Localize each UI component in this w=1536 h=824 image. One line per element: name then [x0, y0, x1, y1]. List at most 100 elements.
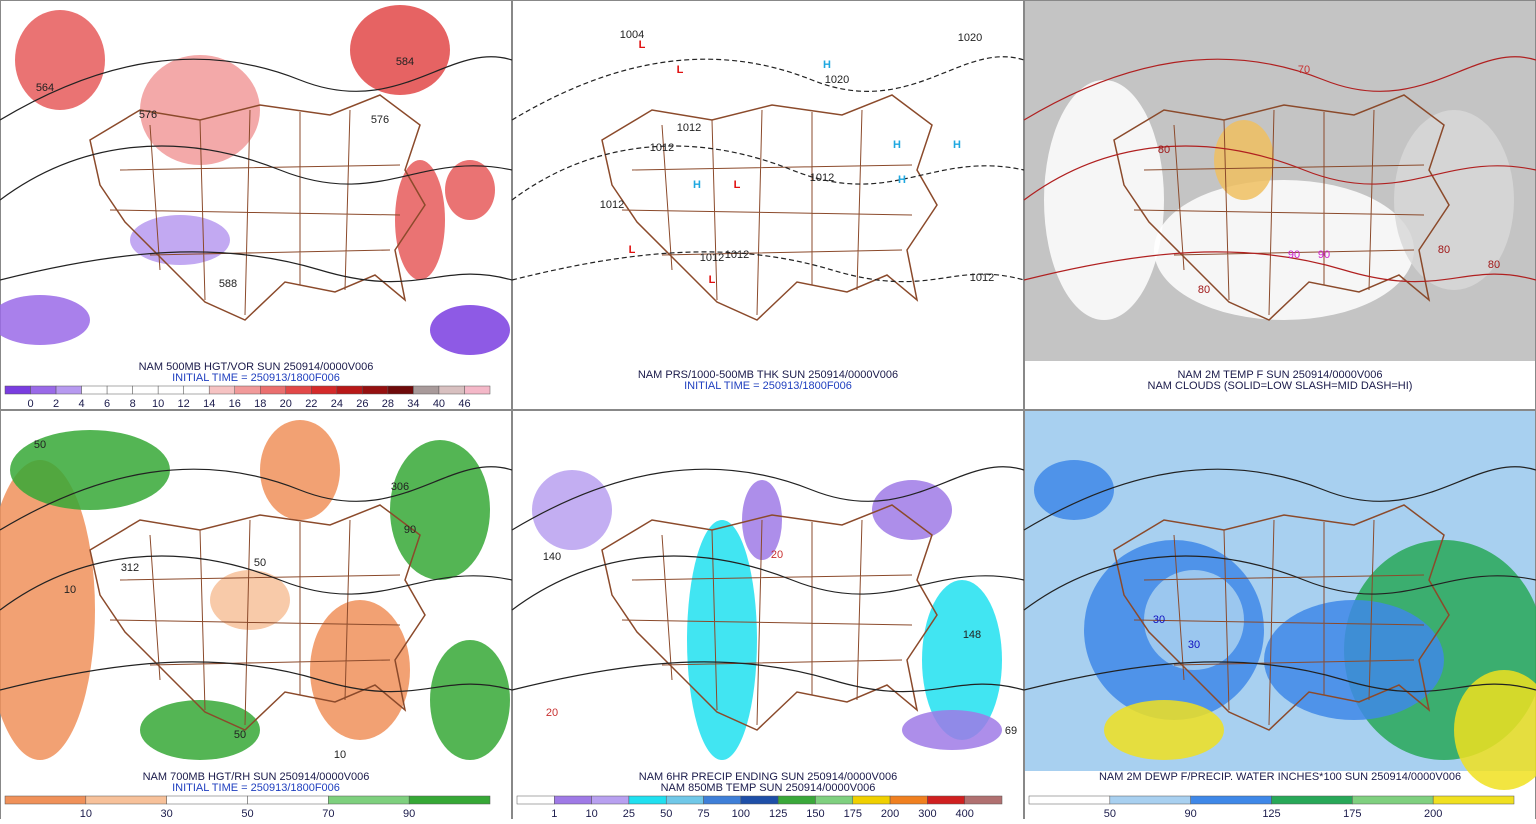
colorbar-label: 200 [1424, 808, 1442, 819]
map-label: 1012 [810, 172, 834, 184]
map-label: 576 [371, 114, 389, 126]
contour [0, 56, 513, 121]
colorbar-label: 40 [433, 398, 445, 410]
colorbar-label: 175 [844, 808, 862, 819]
map-label: 50 [234, 729, 246, 741]
state-lines [1133, 109, 1425, 316]
map-label: 1012 [650, 142, 674, 154]
map: 564 576 584 576 588 [0, 1, 513, 361]
colorbar-box [260, 385, 287, 395]
colorbar-box [740, 795, 779, 805]
contour [1023, 251, 1536, 283]
shaded-area [140, 55, 260, 165]
colorbar-box [852, 795, 891, 805]
colorbar-label: 4 [79, 398, 85, 410]
colorbar-label: 6 [104, 398, 110, 410]
colorbar-label: 46 [458, 398, 470, 410]
contour [0, 466, 513, 531]
map-label: 80 [1488, 259, 1500, 271]
caption: NAM 6HR PRECIP ENDING SUN 250914/0000V00… [639, 771, 897, 783]
coastline [1113, 504, 1450, 731]
coastline [89, 504, 426, 731]
colorbar-box [183, 385, 210, 395]
contour [0, 661, 513, 693]
colorbar-box [132, 385, 159, 395]
shaded-area [1044, 80, 1164, 320]
colorbar-box [4, 795, 87, 805]
shaded-area [260, 420, 340, 520]
contour [511, 145, 1025, 201]
shaded-area [922, 580, 1002, 740]
shaded-area [1104, 700, 1224, 760]
shaded-area [430, 305, 510, 355]
map-label: H [898, 174, 906, 186]
contour [1023, 466, 1536, 531]
colorbar-label: 14 [203, 398, 215, 410]
map-label: 1012 [725, 249, 749, 261]
contour [511, 251, 1025, 283]
map-label: 140 [543, 551, 561, 563]
colorbar-label: 34 [407, 398, 419, 410]
colorbar-label: 50 [1104, 808, 1116, 819]
caption: NAM PRS/1000-500MB THK SUN 250914/0000V0… [638, 369, 898, 381]
map-label: H [953, 139, 961, 151]
map-label: 90 [1318, 249, 1330, 261]
shaded-area [10, 430, 170, 510]
colorbar-label: 20 [280, 398, 292, 410]
map-label: L [734, 179, 741, 191]
colorbar-box [1109, 795, 1191, 805]
shaded-area [1144, 570, 1244, 670]
colorbar-label: 10 [80, 808, 92, 819]
map-label: 70 [1298, 64, 1310, 76]
colorbar-label: 26 [356, 398, 368, 410]
map-label: 584 [396, 56, 414, 68]
map: 80 70 80 90 90 80 80 [1023, 1, 1536, 361]
colorbar-box [413, 385, 440, 395]
state-lines [109, 109, 401, 316]
caption: NAM 2M TEMP F SUN 250914/0000V006 [1177, 369, 1382, 381]
colorbar-label: 175 [1343, 808, 1361, 819]
shaded-area [15, 10, 105, 110]
colorbar-label: 100 [732, 808, 750, 819]
colorbar-box [166, 795, 248, 805]
shaded-area [390, 440, 490, 580]
colorbar-label: 12 [178, 398, 190, 410]
shaded-area [532, 470, 612, 550]
shaded-area [1264, 600, 1444, 720]
shaded-area [687, 520, 757, 760]
colorbar-box [1190, 795, 1272, 805]
colorbar-label: 125 [1262, 808, 1280, 819]
colorbar-box [387, 385, 414, 395]
colorbar-box [1028, 795, 1111, 805]
map-label: 30 [1153, 614, 1165, 626]
caption: INITIAL TIME = 250913/1800F006 [172, 782, 340, 794]
colorbar-label: 22 [305, 398, 317, 410]
contour [0, 145, 513, 201]
map-label: 90 [404, 524, 416, 536]
caption: NAM 500MB HGT/VOR SUN 250914/0000V006 [139, 361, 374, 373]
colorbar-box [4, 385, 31, 395]
colorbar-label: 8 [130, 398, 136, 410]
map-label: 564 [36, 82, 54, 94]
colorbar-box [362, 385, 389, 395]
shaded-area [1154, 180, 1414, 320]
colorbar-label: 10 [152, 398, 164, 410]
colorbar-label: 150 [806, 808, 824, 819]
colorbar-box [285, 385, 312, 395]
colorbar-box [464, 385, 491, 395]
shaded-area [140, 700, 260, 760]
colorbar-label: 2 [53, 398, 59, 410]
map-label: 20 [546, 707, 558, 719]
caption: NAM 850MB TEMP SUN 250914/0000V006 [661, 782, 876, 794]
map-label: 1012 [600, 199, 624, 211]
map-label: 10 [64, 584, 76, 596]
map-label: 148 [963, 629, 981, 641]
state-lines [109, 519, 401, 726]
contour [511, 555, 1025, 611]
shaded-area [395, 160, 445, 280]
colorbar-label: 25 [623, 808, 635, 819]
shaded-area [0, 295, 90, 345]
panel: 50 50 10 10 312 306 50 90 NAM 700MB HGT/RH SUN 2… [0, 410, 513, 820]
map-label: 50 [34, 439, 46, 451]
